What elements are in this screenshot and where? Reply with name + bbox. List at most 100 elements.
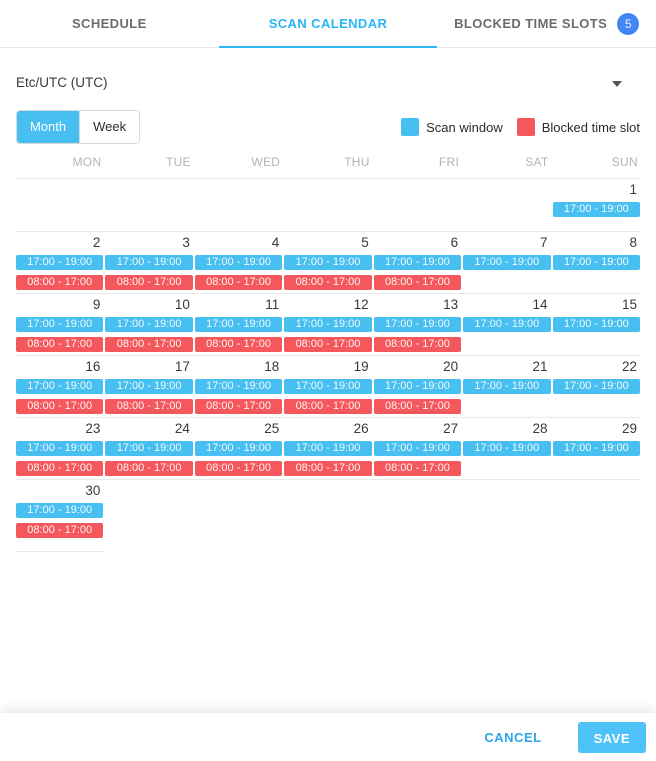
day-number: 23 (85, 421, 101, 436)
calendar-day-cell-11[interactable]: 11 17:00 - 19:00 08:00 - 17:00 (194, 298, 283, 357)
blocked-time-event[interactable]: 08:00 - 17:00 (105, 337, 193, 352)
blocked-time-event[interactable]: 08:00 - 17:00 (373, 399, 462, 414)
blocked-time-event[interactable]: 08:00 - 17:00 (373, 461, 462, 476)
week-row: 9 17:00 - 19:00 08:00 - 17:00 10 17:00 - 19:… (15, 293, 641, 355)
scan-window-event[interactable]: 17:00 - 19:00 (552, 202, 640, 217)
calendar-day-cell-13[interactable]: 13 17:00 - 19:00 08:00 - 17:00 (373, 298, 462, 357)
calendar-day-cell-18[interactable]: 18 17:00 - 19:00 08:00 - 17:00 (194, 360, 283, 419)
calendar-empty-cell (104, 183, 193, 231)
calendar-day-cell-12[interactable]: 12 17:00 - 19:00 08:00 - 17:00 (283, 298, 372, 357)
calendar-day-cell-5[interactable]: 5 17:00 - 19:00 08:00 - 17:00 (283, 236, 372, 295)
day-number: 13 (443, 297, 459, 312)
toggle-option-week[interactable]: Week (79, 111, 140, 143)
scan-window-event[interactable]: 17:00 - 19:00 (552, 441, 640, 456)
calendar-day-cell-8[interactable]: 8 17:00 - 19:00 (552, 236, 641, 295)
scan-window-event[interactable]: 17:00 - 19:00 (194, 255, 283, 270)
scan-window-event[interactable]: 17:00 - 19:00 (105, 379, 193, 394)
blocked-time-event[interactable]: 08:00 - 17:00 (194, 337, 283, 352)
calendar-day-cell-20[interactable]: 20 17:00 - 19:00 08:00 - 17:00 (373, 360, 462, 419)
scan-window-event[interactable]: 17:00 - 19:00 (16, 317, 104, 332)
scan-window-event[interactable]: 17:00 - 19:00 (105, 255, 193, 270)
blocked-time-event[interactable]: 08:00 - 17:00 (194, 275, 283, 290)
calendar-day-cell-9[interactable]: 9 17:00 - 19:00 08:00 - 17:00 (15, 298, 104, 357)
calendar-day-cell-29[interactable]: 29 17:00 - 19:00 (552, 422, 641, 481)
calendar-day-cell-1[interactable]: 1 17:00 - 19:00 (552, 183, 641, 231)
scan-window-event[interactable]: 17:00 - 19:00 (373, 317, 462, 332)
blocked-time-event[interactable]: 08:00 - 17:00 (16, 275, 104, 290)
calendar-day-cell-30[interactable]: 30 17:00 - 19:00 08:00 - 17:00 (15, 484, 104, 543)
blocked-time-event[interactable]: 08:00 - 17:00 (194, 399, 283, 414)
toggle-option-month[interactable]: Month (17, 111, 80, 143)
calendar-day-cell-23[interactable]: 23 17:00 - 19:00 08:00 - 17:00 (15, 422, 104, 481)
scan-window-event[interactable]: 17:00 - 19:00 (194, 441, 283, 456)
cancel-button[interactable]: CANCEL (476, 721, 549, 754)
calendar-day-cell-17[interactable]: 17 17:00 - 19:00 08:00 - 17:00 (104, 360, 193, 419)
scan-window-event[interactable]: 17:00 - 19:00 (552, 317, 640, 332)
blocked-time-event[interactable]: 08:00 - 17:00 (284, 461, 372, 476)
calendar-day-cell-14[interactable]: 14 17:00 - 19:00 (462, 298, 551, 357)
scan-window-event[interactable]: 17:00 - 19:00 (284, 255, 372, 270)
blocked-time-event[interactable]: 08:00 - 17:00 (284, 399, 372, 414)
scan-window-event[interactable]: 17:00 - 19:00 (373, 255, 462, 270)
blocked-time-event[interactable]: 08:00 - 17:00 (16, 461, 104, 476)
scan-window-event[interactable]: 17:00 - 19:00 (16, 441, 104, 456)
scan-window-event[interactable]: 17:00 - 19:00 (463, 255, 551, 270)
day-number: 6 (450, 235, 459, 250)
blocked-time-event[interactable]: 08:00 - 17:00 (284, 337, 372, 352)
calendar-day-cell-27[interactable]: 27 17:00 - 19:00 08:00 - 17:00 (373, 422, 462, 481)
calendar-day-cell-6[interactable]: 6 17:00 - 19:00 08:00 - 17:00 (373, 236, 462, 295)
blocked-time-event[interactable]: 08:00 - 17:00 (16, 523, 104, 538)
calendar-day-cell-26[interactable]: 26 17:00 - 19:00 08:00 - 17:00 (283, 422, 372, 481)
scan-window-event[interactable]: 17:00 - 19:00 (463, 441, 551, 456)
scan-window-event[interactable]: 17:00 - 19:00 (194, 317, 283, 332)
scan-window-event[interactable]: 17:00 - 19:00 (463, 317, 551, 332)
blocked-time-event[interactable]: 08:00 - 17:00 (373, 275, 462, 290)
calendar-day-cell-2[interactable]: 2 17:00 - 19:00 08:00 - 17:00 (15, 236, 104, 295)
calendar-day-cell-25[interactable]: 25 17:00 - 19:00 08:00 - 17:00 (194, 422, 283, 481)
blocked-time-event[interactable]: 08:00 - 17:00 (105, 275, 193, 290)
calendar-empty-cell (373, 484, 462, 543)
timezone-select[interactable]: Etc/UTC (UTC) (16, 75, 640, 93)
day-number: 29 (621, 421, 637, 436)
scan-window-event[interactable]: 17:00 - 19:00 (373, 441, 462, 456)
weekday-header-thu: THU (344, 155, 370, 169)
weekday-header-sun: SUN (611, 155, 638, 169)
scan-window-event[interactable]: 17:00 - 19:00 (16, 255, 104, 270)
scan-window-event[interactable]: 17:00 - 19:00 (284, 441, 372, 456)
scan-window-event[interactable]: 17:00 - 19:00 (105, 317, 193, 332)
scan-window-event[interactable]: 17:00 - 19:00 (16, 503, 104, 518)
blocked-time-event[interactable]: 08:00 - 17:00 (284, 275, 372, 290)
calendar-day-cell-22[interactable]: 22 17:00 - 19:00 (552, 360, 641, 419)
calendar-day-cell-15[interactable]: 15 17:00 - 19:00 (552, 298, 641, 357)
scan-window-event[interactable]: 17:00 - 19:00 (373, 379, 462, 394)
calendar-day-cell-3[interactable]: 3 17:00 - 19:00 08:00 - 17:00 (104, 236, 193, 295)
tab-schedule[interactable]: SCHEDULE (0, 0, 219, 47)
blocked-time-event[interactable]: 08:00 - 17:00 (105, 461, 193, 476)
calendar-day-cell-28[interactable]: 28 17:00 - 19:00 (462, 422, 551, 481)
calendar-day-cell-10[interactable]: 10 17:00 - 19:00 08:00 - 17:00 (104, 298, 193, 357)
scan-window-event[interactable]: 17:00 - 19:00 (194, 379, 283, 394)
blocked-time-event[interactable]: 08:00 - 17:00 (16, 399, 104, 414)
calendar-day-cell-4[interactable]: 4 17:00 - 19:00 08:00 - 17:00 (194, 236, 283, 295)
calendar-day-cell-7[interactable]: 7 17:00 - 19:00 (462, 236, 551, 295)
calendar-day-cell-21[interactable]: 21 17:00 - 19:00 (462, 360, 551, 419)
calendar-day-cell-19[interactable]: 19 17:00 - 19:00 08:00 - 17:00 (283, 360, 372, 419)
calendar-day-cell-16[interactable]: 16 17:00 - 19:00 08:00 - 17:00 (15, 360, 104, 419)
day-number: 19 (353, 359, 369, 374)
scan-window-event[interactable]: 17:00 - 19:00 (284, 317, 372, 332)
tab-scan-calendar[interactable]: SCAN CALENDAR (218, 0, 438, 48)
scan-window-event[interactable]: 17:00 - 19:00 (463, 379, 551, 394)
weekday-header-wed: WED (251, 155, 281, 169)
blocked-time-event[interactable]: 08:00 - 17:00 (16, 337, 104, 352)
blocked-time-event[interactable]: 08:00 - 17:00 (105, 399, 193, 414)
scan-window-event[interactable]: 17:00 - 19:00 (284, 379, 372, 394)
scan-window-event[interactable]: 17:00 - 19:00 (552, 379, 640, 394)
save-button[interactable]: SAVE (577, 721, 646, 753)
calendar-day-cell-24[interactable]: 24 17:00 - 19:00 08:00 - 17:00 (104, 422, 193, 481)
blocked-time-event[interactable]: 08:00 - 17:00 (194, 461, 283, 476)
tab-blocked-time-slots[interactable]: BLOCKED TIME SLOTS 5 (437, 0, 656, 47)
blocked-time-event[interactable]: 08:00 - 17:00 (373, 337, 462, 352)
scan-window-event[interactable]: 17:00 - 19:00 (16, 379, 104, 394)
scan-window-event[interactable]: 17:00 - 19:00 (552, 255, 640, 270)
scan-window-event[interactable]: 17:00 - 19:00 (105, 441, 193, 456)
